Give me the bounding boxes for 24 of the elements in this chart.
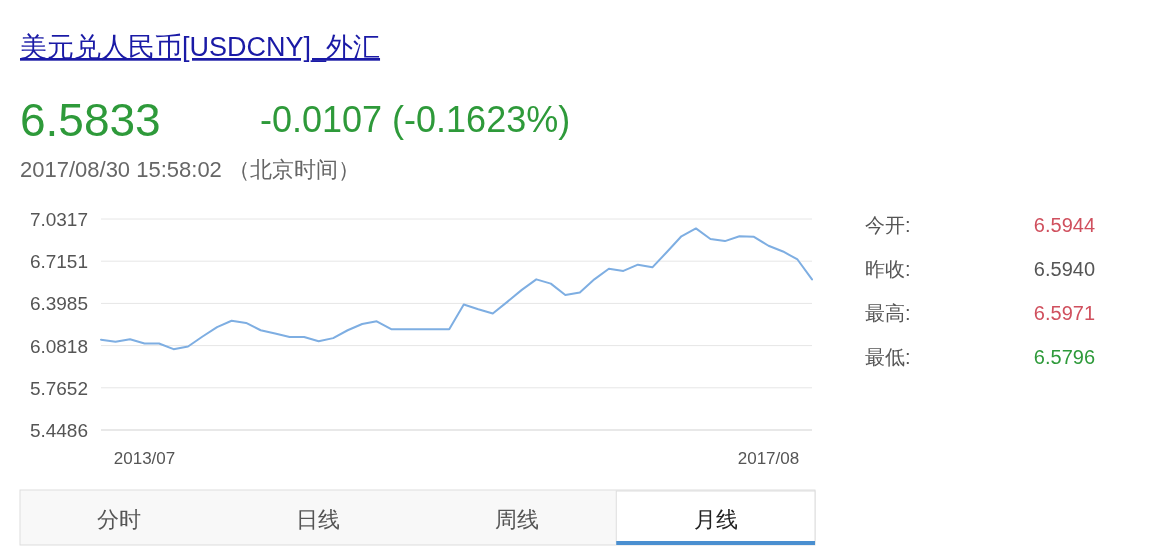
text: 6.5940: [1033, 258, 1095, 280]
text: 6.5944: [1033, 214, 1095, 236]
y-tick-label: 7.0317: [29, 209, 88, 230]
text: 2017/08/30 15:58:02 （北京时间）: [20, 157, 360, 182]
text: 今开:: [865, 214, 911, 236]
y-tick-label: 5.4486: [29, 420, 88, 441]
chart-title: 美元兑人民币[USDCNY]_外汇: [20, 32, 381, 62]
text: 周线: [494, 507, 539, 532]
text: -0.0107 (-0.1623%): [260, 99, 571, 140]
text: 最高:: [865, 302, 911, 324]
y-tick-label: 6.3985: [29, 293, 88, 315]
text: 6.5833: [20, 94, 161, 146]
text: 6.5796: [1033, 346, 1095, 368]
y-tick-label: 6.7151: [29, 251, 88, 273]
text: 月线: [693, 507, 738, 532]
y-tick-label: 6.0818: [29, 335, 88, 357]
text: 最低:: [865, 346, 911, 368]
text: 昨收:: [865, 258, 911, 280]
y-tick-label: 5.7652: [29, 377, 88, 399]
x-tick-label: 2013/07: [113, 449, 176, 468]
text: 6.5971: [1033, 302, 1095, 324]
x-tick-label: 2017/08: [737, 449, 800, 468]
text: 分时: [97, 507, 142, 532]
text: 日线: [296, 507, 341, 532]
